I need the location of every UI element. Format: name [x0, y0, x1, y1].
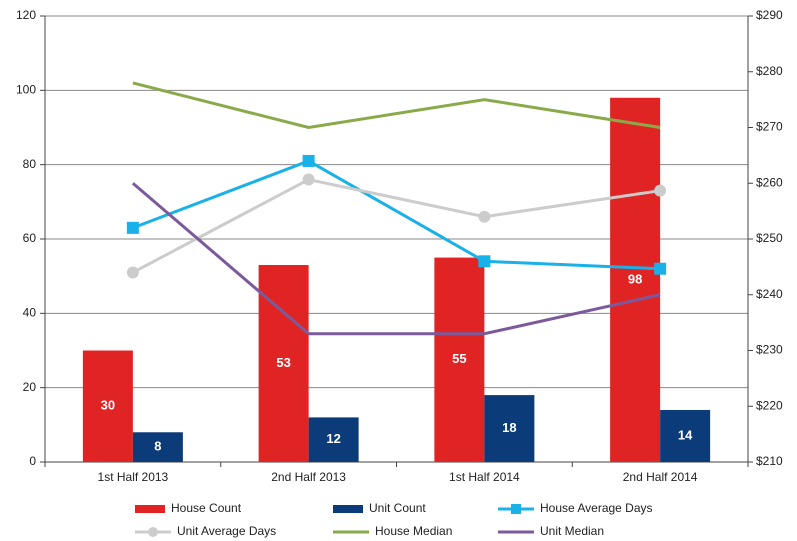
legend-label: House Median	[375, 524, 452, 538]
data-label: 55	[452, 351, 466, 366]
y-tick-label: 80	[23, 157, 37, 171]
bar	[484, 395, 535, 462]
y2-tick-label: $280	[756, 64, 783, 78]
bar	[82, 350, 133, 462]
bar	[610, 97, 661, 463]
data-label: 53	[276, 355, 290, 370]
y-tick-label: 120	[16, 8, 36, 22]
marker	[654, 262, 667, 275]
y2-tick-label: $230	[756, 343, 783, 357]
y2-tick-label: $290	[756, 8, 783, 22]
y-tick-label: 60	[23, 231, 37, 245]
marker	[478, 255, 491, 268]
legend-marker	[511, 504, 521, 514]
data-label: 18	[502, 420, 516, 435]
legend-swatch	[333, 505, 363, 513]
legend-swatch	[135, 505, 165, 513]
legend-marker	[148, 527, 158, 537]
legend-label: House Count	[171, 501, 242, 515]
y-tick-label: 0	[29, 454, 36, 468]
y2-tick-label: $250	[756, 231, 783, 245]
bar	[308, 417, 359, 462]
marker	[654, 184, 667, 197]
x-tick-label: 2nd Half 2014	[623, 470, 698, 484]
line	[132, 159, 661, 271]
line	[132, 81, 661, 130]
legend-label: Unit Count	[369, 501, 426, 515]
marker	[126, 221, 139, 234]
bar	[434, 257, 485, 462]
y2-tick-label: $270	[756, 120, 783, 134]
y2-tick-label: $240	[756, 287, 783, 301]
line	[132, 177, 661, 274]
legend-label: House Average Days	[540, 501, 653, 515]
data-label: 98	[628, 271, 642, 286]
bar	[660, 409, 711, 462]
legend-label: Unit Average Days	[177, 524, 276, 538]
data-label: 14	[678, 427, 693, 442]
y-tick-label: 20	[23, 380, 37, 394]
marker	[302, 173, 315, 186]
y2-tick-label: $210	[756, 454, 783, 468]
marker	[478, 210, 491, 223]
data-label: 30	[101, 398, 115, 413]
bar	[132, 432, 183, 462]
marker	[302, 154, 315, 167]
data-label: 12	[326, 431, 340, 446]
line	[131, 182, 661, 336]
y-tick-label: 100	[16, 83, 36, 97]
y2-tick-label: $260	[756, 175, 783, 189]
legend-label: Unit Median	[540, 524, 604, 538]
data-label: 8	[154, 439, 161, 454]
x-tick-label: 1st Half 2013	[98, 470, 169, 484]
marker	[126, 266, 139, 279]
x-tick-label: 2nd Half 2013	[271, 470, 346, 484]
y2-tick-label: $220	[756, 398, 783, 412]
y-tick-label: 40	[23, 306, 37, 320]
x-tick-label: 1st Half 2014	[449, 470, 520, 484]
